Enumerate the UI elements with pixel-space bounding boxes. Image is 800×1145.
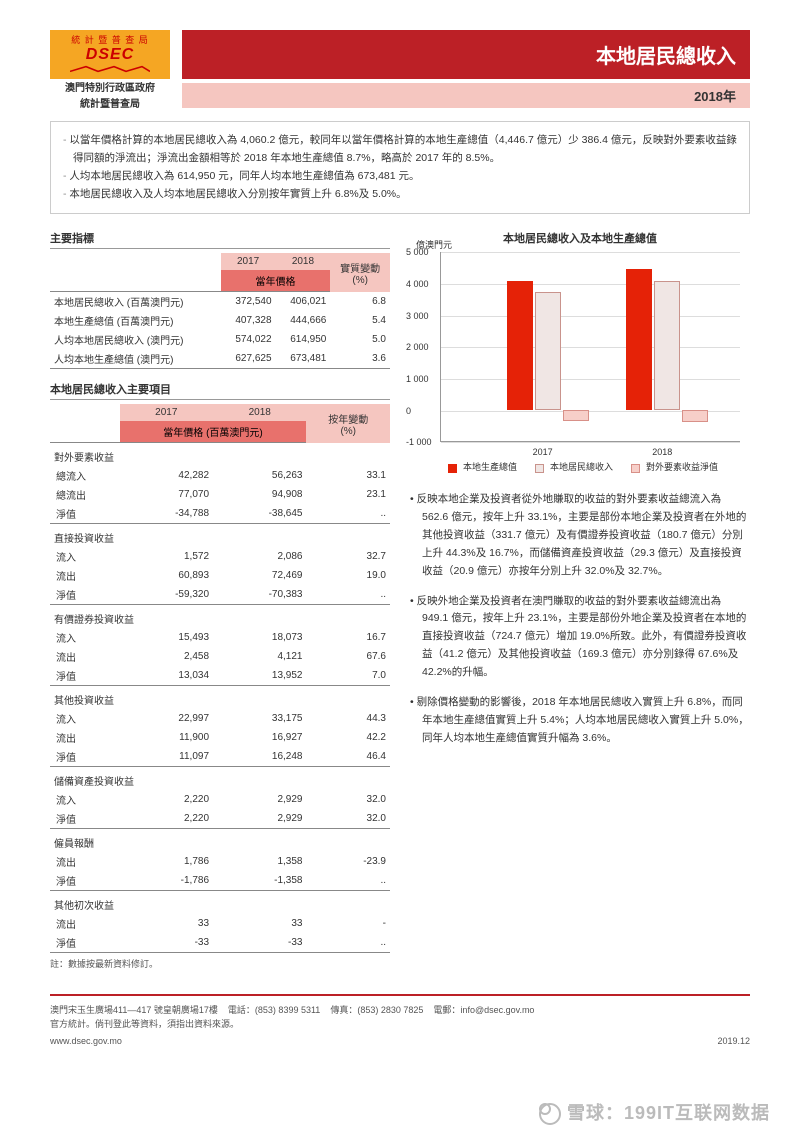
group-header: 有價證券投資收益 bbox=[50, 605, 390, 629]
tel: (853) 8399 5311 bbox=[255, 1005, 320, 1015]
y-tick: 4 000 bbox=[406, 279, 429, 289]
y-tick: -1 000 bbox=[406, 437, 432, 447]
th2-2017: 2017 bbox=[120, 404, 213, 421]
table-row: 流出60,89372,46919.0 bbox=[50, 566, 390, 585]
summary-item: 本地居民總收入及人均本地居民總收入分別按年實質上升 6.8%及 5.0%。 bbox=[63, 186, 737, 204]
group-header: 儲備資產投資收益 bbox=[50, 767, 390, 791]
table2-title: 本地居民總收入主要項目 bbox=[50, 381, 390, 400]
email: info@dsec.gov.mo bbox=[460, 1005, 534, 1015]
table-row: 淨值11,09716,24846.4 bbox=[50, 747, 390, 767]
summary-box: 以當年價格計算的本地居民總收入為 4,060.2 億元，較同年以當年價格計算的本… bbox=[50, 121, 750, 214]
table-row: 淨值-33-33.. bbox=[50, 933, 390, 953]
footer-site: www.dsec.gov.mo bbox=[50, 1035, 122, 1049]
logo-dsec-text: DSEC bbox=[55, 46, 165, 64]
legend-item: 對外要素收益淨值 bbox=[625, 462, 718, 472]
bar bbox=[682, 410, 708, 422]
bullet-item: 反映外地企業及投資者在澳門賺取的收益的對外要素收益總流出為 949.1 億元，按… bbox=[410, 593, 750, 682]
table-row: 本地生產總值 (百萬澳門元)407,328444,6665.4 bbox=[50, 311, 390, 330]
analysis-bullets: 反映本地企業及投資者從外地賺取的收益的對外要素收益總流入為 562.6 億元，按… bbox=[410, 491, 750, 747]
table-row: 流入15,49318,07316.7 bbox=[50, 628, 390, 647]
watermark-icon bbox=[539, 1103, 561, 1125]
table-row: 流出2,4584,12167.6 bbox=[50, 647, 390, 666]
chart-legend: 本地生產總值 本地居民總收入 對外要素收益淨值 bbox=[410, 460, 750, 473]
footer-line2: 官方統計。倘刊登此等資料，須指出資料來源。 bbox=[50, 1018, 750, 1032]
logo-top-text: 統 計 暨 普 查 局 bbox=[55, 33, 165, 46]
watermark: 雪球：199IT互联网数据 bbox=[0, 1069, 800, 1145]
th2-2018: 2018 bbox=[213, 404, 306, 421]
logo-wave-icon bbox=[70, 65, 150, 73]
fax-label: 傳真： bbox=[330, 1005, 357, 1015]
logo-bureau: 統計暨普查局 bbox=[50, 98, 170, 111]
table-row: 淨值13,03413,9527.0 bbox=[50, 666, 390, 686]
table-row: 總流出77,07094,90823.1 bbox=[50, 485, 390, 504]
table-row: 流出11,90016,92742.2 bbox=[50, 728, 390, 747]
legend-item: 本地生產總值 bbox=[442, 462, 517, 472]
bar bbox=[654, 281, 680, 410]
table-row: 總流入42,28256,26333.1 bbox=[50, 466, 390, 485]
table-row: 流出3333- bbox=[50, 914, 390, 933]
group-header: 僱員報酬 bbox=[50, 829, 390, 853]
table-row: 淨值-34,788-38,645.. bbox=[50, 504, 390, 524]
table1-title: 主要指標 bbox=[50, 230, 390, 249]
group-header: 直接投資收益 bbox=[50, 524, 390, 548]
y-tick: 1 000 bbox=[406, 374, 429, 384]
footer: 澳門宋玉生廣場411—417 號皇朝廣場17樓 電話：(853) 8399 53… bbox=[50, 994, 750, 1049]
th-sub: 當年價格 bbox=[221, 270, 331, 292]
th2-sub: 當年價格 (百萬澳門元) bbox=[120, 421, 307, 443]
bullet-item: 剔除價格變動的影響後，2018 年本地居民總收入實質上升 6.8%，而同年本地生… bbox=[410, 694, 750, 748]
x-tick: 2017 bbox=[533, 447, 553, 457]
chart-title: 本地居民總收入及本地生產總值 bbox=[410, 230, 750, 246]
y-tick: 2 000 bbox=[406, 342, 429, 352]
th-2018: 2018 bbox=[276, 253, 331, 270]
year-bar: 2018年 bbox=[182, 83, 750, 108]
bar bbox=[626, 269, 652, 410]
table-row: 本地居民總收入 (百萬澳門元)372,540406,0216.8 bbox=[50, 292, 390, 312]
bullet-item: 反映本地企業及投資者從外地賺取的收益的對外要素收益總流入為 562.6 億元，按… bbox=[410, 491, 750, 580]
th2-pct: 按年變動 (%) bbox=[306, 404, 390, 443]
table-row: 淨值-59,320-70,383.. bbox=[50, 585, 390, 605]
x-tick: 2018 bbox=[652, 447, 672, 457]
components-table: 2017 2018 按年變動 (%) 當年價格 (百萬澳門元) 對外要素收益總流… bbox=[50, 404, 390, 953]
footer-addr: 澳門宋玉生廣場411—417 號皇朝廣場17樓 bbox=[50, 1005, 218, 1015]
tel-label: 電話： bbox=[228, 1005, 255, 1015]
bar bbox=[535, 292, 561, 410]
y-tick: 3 000 bbox=[406, 311, 429, 321]
y-tick: 0 bbox=[406, 406, 411, 416]
y-tick: 5 000 bbox=[406, 247, 429, 257]
bar bbox=[563, 410, 589, 421]
legend-item: 本地居民總收入 bbox=[529, 462, 613, 472]
group-header: 其他投資收益 bbox=[50, 686, 390, 710]
table-row: 流出1,7861,358-23.9 bbox=[50, 852, 390, 871]
fax: (853) 2830 7825 bbox=[357, 1005, 423, 1015]
table-row: 流入22,99733,17544.3 bbox=[50, 709, 390, 728]
table-row: 人均本地居民總收入 (澳門元)574,022614,9505.0 bbox=[50, 330, 390, 349]
mail-label: 電郵： bbox=[433, 1005, 460, 1015]
indicators-table: 2017 2018 實質變動 (%) 當年價格 本地居民總收入 (百萬澳門元)3… bbox=[50, 253, 390, 369]
th-pct: 實質變動 (%) bbox=[330, 253, 390, 292]
group-header: 對外要素收益 bbox=[50, 443, 390, 467]
footer-date: 2019.12 bbox=[717, 1035, 750, 1049]
page-title: 本地居民總收入 bbox=[182, 30, 750, 79]
table-row: 流入1,5722,08632.7 bbox=[50, 547, 390, 566]
group-header: 其他初次收益 bbox=[50, 891, 390, 915]
summary-item: 人均本地居民總收入為 614,950 元，同年人均本地生產總值為 673,481… bbox=[63, 168, 737, 186]
bar bbox=[507, 281, 533, 410]
table-row: 淨值-1,786-1,358.. bbox=[50, 871, 390, 891]
header: 統 計 暨 普 查 局 DSEC 澳門特別行政區政府 統計暨普查局 本地居民總收… bbox=[50, 30, 750, 111]
logo-gov: 澳門特別行政區政府 bbox=[50, 82, 170, 95]
table-row: 淨值2,2202,92932.0 bbox=[50, 809, 390, 829]
table-note: 註：數據按最新資料修訂。 bbox=[50, 957, 390, 970]
summary-item: 以當年價格計算的本地居民總收入為 4,060.2 億元，較同年以當年價格計算的本… bbox=[63, 132, 737, 168]
th-2017: 2017 bbox=[221, 253, 276, 270]
table-row: 人均本地生產總值 (澳門元)627,625673,4813.6 bbox=[50, 349, 390, 369]
table-row: 流入2,2202,92932.0 bbox=[50, 790, 390, 809]
logo: 統 計 暨 普 查 局 DSEC 澳門特別行政區政府 統計暨普查局 bbox=[50, 30, 170, 111]
bar-chart: 億澳門元 -1 00001 0002 0003 0004 0005 000201… bbox=[440, 252, 740, 442]
